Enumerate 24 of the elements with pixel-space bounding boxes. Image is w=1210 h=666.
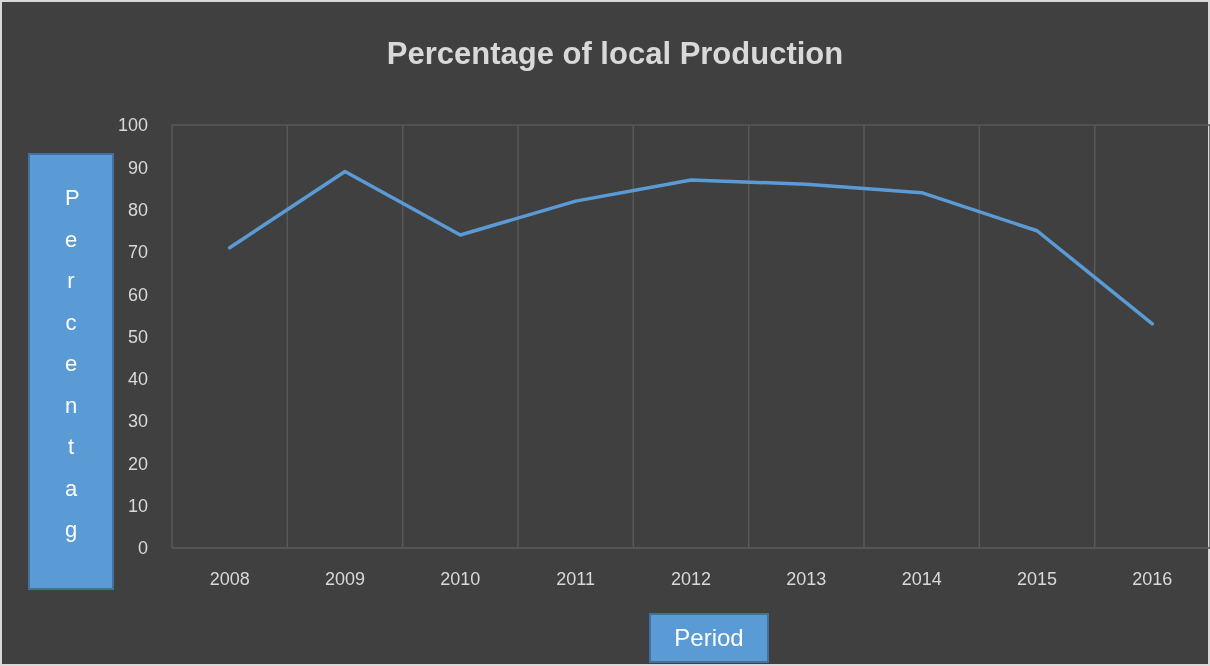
chart-title: Percentage of local Production [385, 36, 845, 72]
y-tick-label: 90 [127, 157, 148, 178]
line-series [227, 169, 1155, 326]
y-tick-label: 40 [127, 369, 148, 390]
x-tick-label: 2013 [786, 568, 827, 589]
y-tick-label: 0 [137, 538, 148, 559]
text: Percentag [64, 185, 80, 542]
y-tick-label: 20 [127, 453, 148, 474]
x-tick-label: 2016 [1132, 568, 1173, 589]
x-tick-label: 2015 [1016, 568, 1058, 589]
y-tick-label: 100 [117, 115, 148, 136]
x-tick-label: 2014 [901, 568, 942, 589]
y-tick-label: 30 [127, 411, 148, 432]
y-tick-label: 10 [127, 496, 148, 517]
x-tick-label: 2008 [209, 568, 250, 589]
x-tick-label: 2009 [324, 568, 366, 589]
x-tick-label: 2010 [440, 568, 481, 589]
y-tick-label: 50 [127, 326, 148, 347]
x-axis-title: Period [649, 613, 769, 663]
y-tick-label: 70 [127, 242, 148, 263]
x-tick-label: 2011 [556, 568, 596, 589]
x-tick-label: 2012 [670, 568, 712, 589]
y-tick-label: 80 [127, 199, 148, 220]
y-tick-label: 60 [127, 284, 148, 305]
